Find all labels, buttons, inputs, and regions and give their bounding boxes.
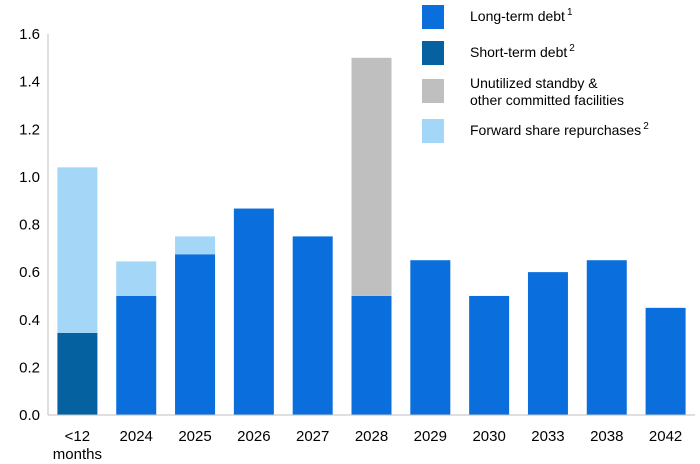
y-tick-label: 0.0	[19, 407, 40, 424]
bar-0-series-1	[57, 332, 98, 415]
bar-3-series-0	[233, 208, 274, 415]
y-tick-label: 1.6	[19, 26, 40, 43]
x-axis: <12 months 2024 2025 2026 2027 2028 2029 2030 203…	[48, 414, 695, 463]
bar-10-series-0	[645, 307, 686, 415]
y-tick-label: 1.4	[19, 74, 40, 91]
x-tick-label: <12 months	[53, 428, 102, 463]
bar-1-series-3	[116, 261, 157, 296]
legend-label-0: Long-term debt 1	[470, 7, 573, 24]
y-tick-label: 0.6	[19, 264, 40, 281]
bar-8-series-0	[527, 272, 568, 415]
bar-9-series-0	[586, 260, 627, 415]
legend-swatch-2	[422, 79, 444, 103]
x-tick-label: 2024	[120, 428, 153, 445]
x-tick-label: 2042	[649, 428, 682, 445]
x-tick-label: 2025	[178, 428, 211, 445]
bar-2-series-0	[175, 254, 216, 415]
legend-swatch-3	[422, 119, 444, 143]
bar-7-series-0	[469, 295, 510, 415]
bar-5-series-0	[351, 295, 392, 415]
bar-5-series-2	[351, 57, 392, 296]
legend-swatch-0	[422, 5, 444, 29]
y-tick-label: 0.8	[19, 217, 40, 234]
x-tick-label: 2030	[472, 428, 505, 445]
y-tick-label: 0.2	[19, 359, 40, 376]
x-tick-label: 2038	[590, 428, 623, 445]
bar-1-series-0	[116, 295, 157, 415]
bar-2-series-3	[175, 236, 216, 255]
legend-label-3: Forward share repurchases 2	[470, 121, 649, 138]
y-axis: 0.0 0.2 0.4 0.6 0.8 1.0 1.2 1.4 1.6	[19, 26, 49, 424]
bar-6-series-0	[410, 260, 451, 415]
y-tick-label: 1.0	[19, 169, 40, 186]
legend: Long-term debt 1 Short-term debt 2 Unutilize…	[422, 5, 649, 143]
x-tick-label: 2027	[296, 428, 329, 445]
legend-label-2: Unutilized standby & other committed faci…	[470, 75, 624, 108]
legend-swatch-1	[422, 41, 444, 65]
bars	[57, 57, 686, 415]
bar-0-series-3	[57, 167, 98, 333]
x-tick-label: 2029	[414, 428, 447, 445]
y-tick-label: 0.4	[19, 312, 40, 329]
x-tick-label: 2026	[237, 428, 270, 445]
legend-label-1: Short-term debt 2	[470, 43, 575, 60]
bar-4-series-0	[292, 236, 333, 415]
x-tick-label: 2028	[355, 428, 388, 445]
x-tick-label: 2033	[531, 428, 564, 445]
y-tick-label: 1.2	[19, 121, 40, 138]
